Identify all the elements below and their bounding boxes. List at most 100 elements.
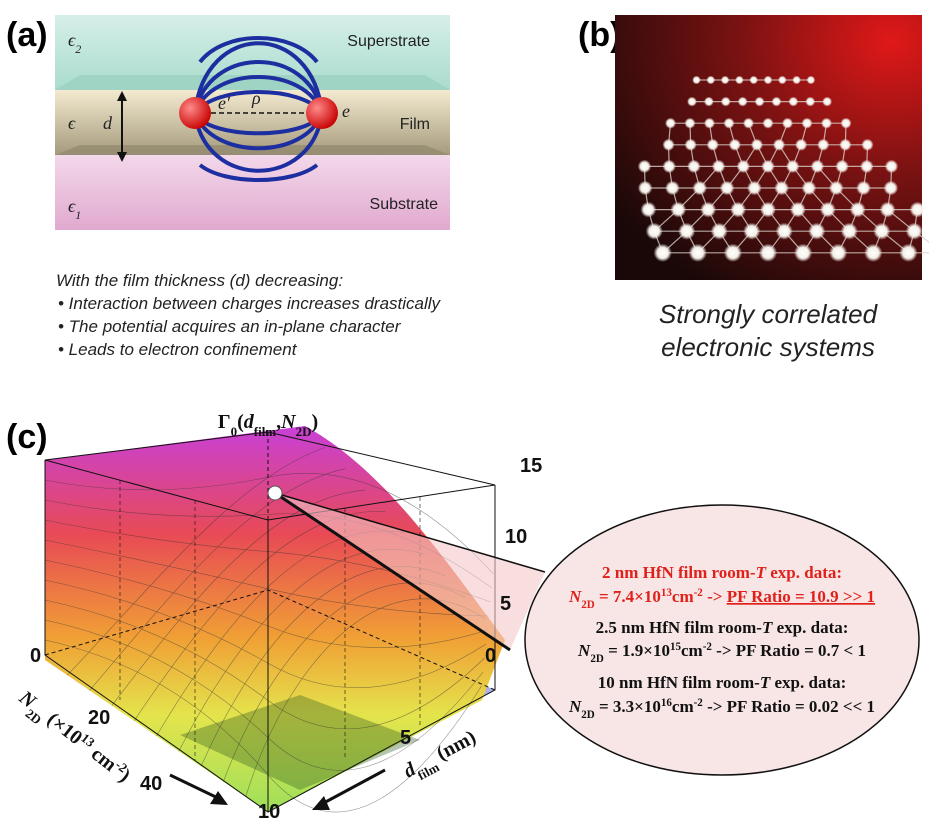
lattice-site [750,138,764,151]
lattice-site [653,243,672,262]
arrow-head [210,791,228,805]
lattice-site [775,222,793,240]
lattice-site [839,138,852,151]
lattice-site [637,180,653,196]
text-part: T [760,673,771,692]
lattice-site [835,159,849,174]
lattice-site [688,243,707,262]
bullet: • The potential acquires an in-plane cha… [58,317,402,336]
lattice-site [909,201,926,218]
lattice-site [879,201,896,218]
lattice-site [801,180,817,196]
lattice-site [905,222,923,240]
lattice-site [899,243,918,262]
lattice-site [864,243,883,262]
lattice-site [684,138,697,151]
text-part: cm [681,641,703,660]
lattice-site [774,180,789,196]
lattice-site [821,117,832,129]
permittivity: ϵ2 [68,30,81,56]
lattice-site [743,117,754,129]
lattice-site [665,180,680,196]
lattice-site [678,222,696,240]
symbol: ϵ [68,196,76,216]
text-part: (nm) [429,726,480,767]
subscript: 2D [296,424,312,439]
lattice-site [805,96,816,107]
superscript: -2 [703,641,713,653]
lattice-site [788,96,799,107]
lattice-site [710,222,728,240]
lattice-site [795,138,808,151]
lattice-site [822,96,833,107]
n-tick-label: 20 [88,707,110,729]
lattice-site [810,159,825,174]
lattice-site [758,243,778,262]
lattice-site [704,117,715,129]
lattice-site [723,243,743,262]
lattice-site [771,96,782,107]
lattice-site [720,75,730,85]
text-part: exp. data: [772,618,848,637]
lattice-site [794,243,813,262]
charge [306,97,338,129]
lattice-site [730,201,746,218]
text-part: (×10 [39,705,86,749]
panel-label: (c) [6,418,48,456]
d-tick-label: 10 [258,801,280,819]
text-part: = 7.4×10 [595,587,661,606]
text-part: -> PF Ratio = 0.02 << 1 [703,697,875,716]
permittivity: ϵ [68,113,76,133]
lattice-site [720,96,731,107]
layer-label: Film [400,116,430,133]
lattice-site [692,180,708,196]
interface [55,75,450,90]
d-tick-label: 5 [400,727,411,749]
lattice-site [662,138,675,151]
callout-text: 2 nm HfN film room-T exp. data:N2D = 7.4… [568,563,875,721]
charge-label: e [342,101,350,121]
mesh-line [111,489,366,706]
subscript: 2D [581,599,595,611]
callout-heading: 2 nm HfN film room-T exp. data: [602,563,842,582]
surface-shade [180,695,420,790]
text-part: -> [703,587,727,606]
superscript: -2 [694,697,704,709]
text-part: 2 nm HfN film room- [602,563,756,582]
lattice-site [772,138,786,151]
text-part: , [276,411,281,433]
lattice-site [829,243,848,262]
surface [45,426,505,812]
lattice-site [684,117,696,129]
lattice-site [711,159,726,174]
lattice-site [883,180,899,196]
z-axis-title: Γ0(dfilm,N2D) [218,411,318,439]
lattice-site [828,180,844,196]
thickness-symbol: d [103,113,113,133]
callout-result: N2D = 3.3×1016cm-2 -> PF Ratio = 0.02 <<… [568,697,875,721]
arrow-head [312,796,330,810]
text-part: = 3.3×10 [595,697,661,716]
lattice-site [754,96,765,107]
text-part: = 1.9×10 [604,641,670,660]
lattice-site [761,159,775,174]
lattice-image [615,15,922,280]
lattice-site [637,159,652,174]
superscript: 16 [661,697,673,709]
lattice-site [687,159,701,174]
text-part: d [244,411,255,433]
lattice-site [873,222,891,240]
caption: Strongly correlated [659,299,879,329]
subscript: 2 [75,42,81,56]
lattice-site [737,96,748,107]
caption-intro: With the film thickness (d) decreasing: [56,271,343,290]
lattice-site [700,201,717,218]
arrow-head [117,91,127,101]
text-part: N [577,641,591,660]
lattice-site [703,96,714,107]
lattice-site [782,117,793,129]
lattice [637,75,929,262]
lattice-site [840,222,858,240]
panel-c: (c) 2 nm HfN film room-T exp. data:N2D =… [6,411,920,819]
